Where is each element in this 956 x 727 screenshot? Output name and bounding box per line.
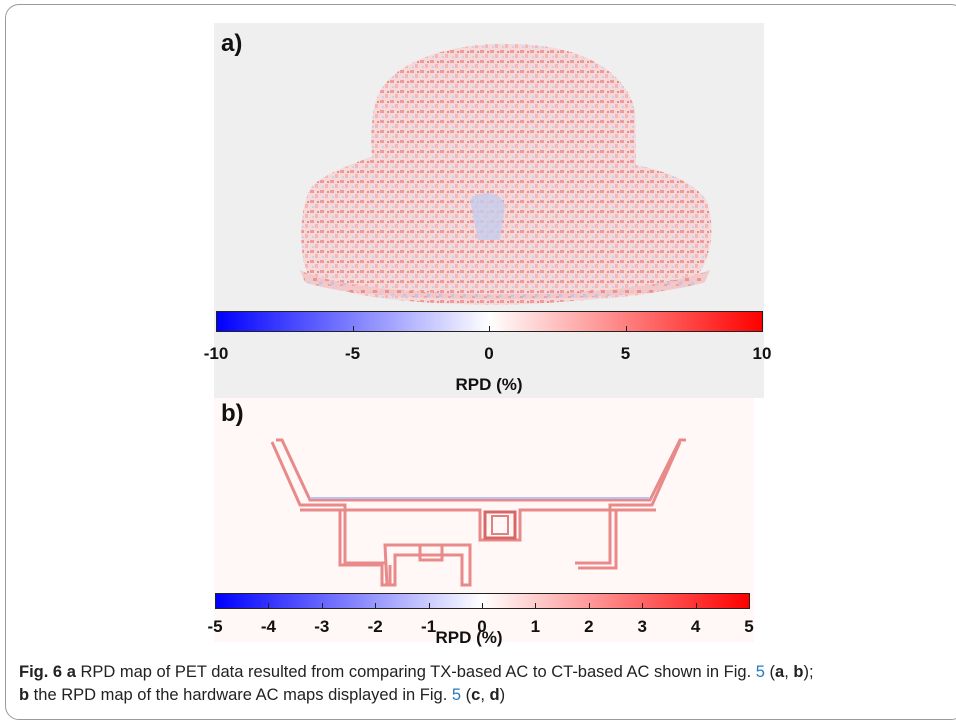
colorbar-b-tick — [321, 603, 323, 609]
caption-ref-fig5-b[interactable]: 5 — [451, 686, 462, 704]
colorbar-b-tick — [695, 603, 697, 609]
colorbar-a-tick — [489, 326, 490, 332]
colorbar-a-tick-label: -10 — [203, 344, 229, 363]
colorbar-b-tick — [588, 603, 590, 609]
figure-frame — [5, 4, 956, 720]
colorbar-b-tick-label: -3 — [314, 617, 330, 636]
colorbar-b-tick — [482, 603, 483, 609]
caption-part-b: b — [19, 686, 30, 704]
panel-b-label: b) — [221, 400, 244, 427]
caption-fig-label: Fig. 6 — [19, 663, 63, 681]
colorbar-b-tick-label: -1 — [421, 617, 437, 636]
caption-comma-2: , — [480, 686, 490, 704]
colorbar-b-unit: RPD (%) — [435, 628, 503, 647]
caption-ref-d: d — [489, 686, 500, 704]
caption-part-a: a — [66, 663, 76, 681]
colorbar-b-tick — [535, 603, 537, 609]
caption-paren-open-1: ( — [764, 663, 776, 681]
colorbar-b-tick — [642, 603, 644, 609]
colorbar-b-tick-label: 4 — [690, 617, 701, 636]
colorbar-a-tick-label: 5 — [620, 344, 631, 363]
colorbar-b-tick — [749, 603, 750, 609]
caption-comma-1: , — [784, 663, 794, 681]
colorbar-b-tick — [268, 603, 270, 609]
colorbar-b-tick-label: -2 — [367, 617, 383, 636]
colorbar-b-tick-label: -5 — [207, 617, 223, 636]
caption-paren-close-1: ); — [803, 663, 814, 681]
colorbar-a-tick-label: -5 — [344, 344, 361, 363]
colorbar-a-tick — [352, 326, 354, 332]
panel-a-label: a) — [221, 30, 243, 57]
colorbar-a-unit: RPD (%) — [455, 375, 523, 394]
caption-text-1: RPD map of PET data resulted from compar… — [75, 663, 756, 681]
colorbar-b-tick-label: -4 — [260, 617, 276, 636]
colorbar-b-tick — [428, 603, 430, 609]
colorbar-a-tick-label: 0 — [484, 344, 494, 363]
figure-caption: Fig. 6 a RPD map of PET data resulted fr… — [19, 661, 949, 707]
caption-text-2: the RPD map of the hardware AC maps disp… — [29, 686, 452, 704]
caption-ref-c: c — [471, 686, 481, 704]
colorbar-a-tick-label: 10 — [752, 344, 772, 363]
colorbar-b-tick — [215, 603, 216, 609]
colorbar-a-tick — [625, 326, 627, 332]
caption-ref-fig5-a[interactable]: 5 — [755, 663, 765, 681]
caption-paren-open-2: ( — [461, 686, 472, 704]
colorbar-b-tick-label: 5 — [744, 617, 754, 636]
colorbar-b-tick-label: 3 — [637, 617, 647, 636]
caption-ref-b: b — [793, 663, 804, 681]
caption-paren-close-2: ) — [499, 686, 506, 704]
colorbar-a-tick — [762, 326, 763, 332]
colorbar-b-tick-label: 0 — [477, 617, 487, 636]
colorbar-b-tick-label: 1 — [530, 617, 541, 636]
colorbar-a-tick — [216, 326, 217, 332]
colorbar-b-tick-label: 2 — [584, 617, 594, 636]
panel-a-image — [214, 23, 764, 398]
caption-ref-a: a — [775, 663, 785, 681]
colorbar-b-tick — [375, 603, 377, 609]
